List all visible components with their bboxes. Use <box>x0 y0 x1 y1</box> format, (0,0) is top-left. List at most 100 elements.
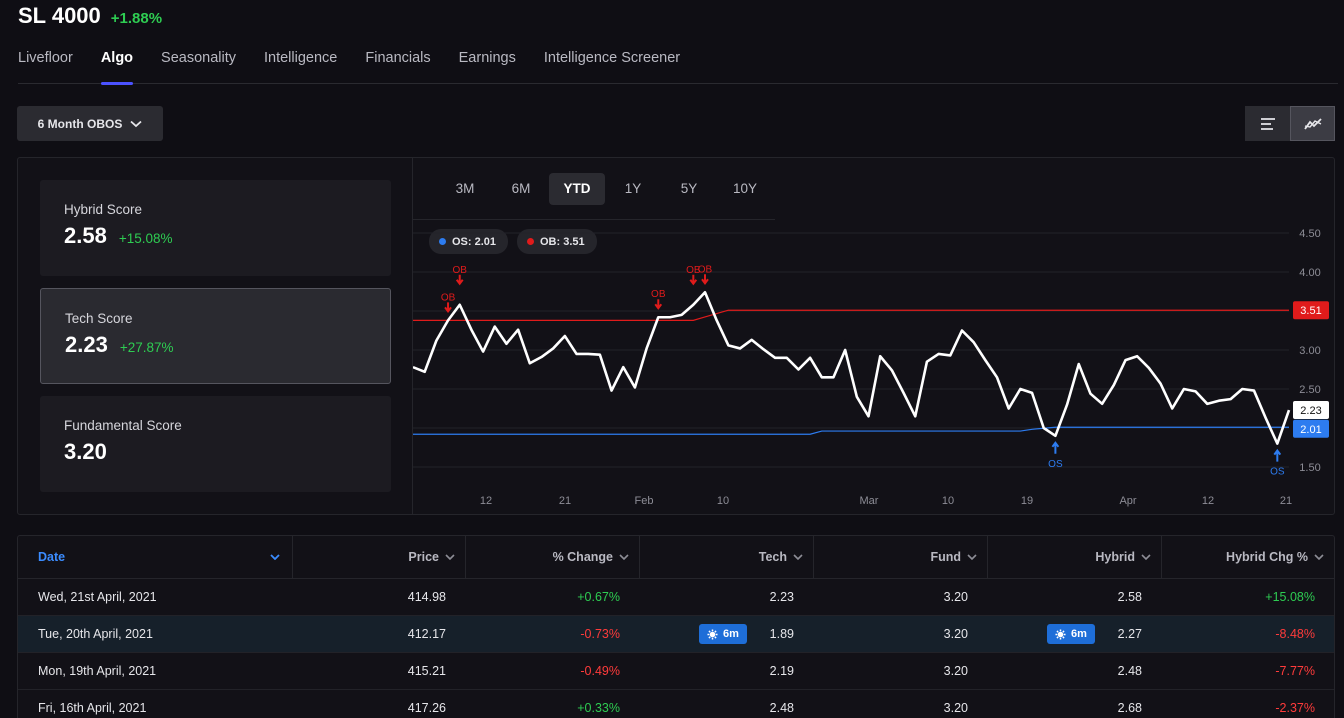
score-change: +27.87% <box>119 340 174 355</box>
chart-view-button[interactable] <box>1290 106 1335 141</box>
range-3m[interactable]: 3M <box>455 180 475 196</box>
col-hybrid-chg[interactable]: Hybrid Chg % <box>1161 536 1334 579</box>
score-value: 2.23 <box>65 332 108 357</box>
obos-period-dropdown[interactable]: 6 Month OBOS <box>17 106 163 141</box>
y-tick-label: 4.50 <box>1299 228 1320 240</box>
ob-threshold-line <box>413 309 1289 321</box>
scores-table: Date Price % Change Tech Fund Hybrid Hyb… <box>17 535 1335 718</box>
tab-intelligence-screener[interactable]: Intelligence Screener <box>543 50 681 66</box>
list-view-button[interactable] <box>1245 106 1290 141</box>
x-tick-label: Feb <box>635 495 654 507</box>
cell-fund: 3.20 <box>943 701 968 715</box>
cell-date: Mon, 19th April, 2021 <box>38 664 157 678</box>
ob-signal-label: OB <box>452 265 467 276</box>
x-tick-label: Apr <box>1119 495 1136 507</box>
cell-fund: 3.20 <box>943 590 968 604</box>
os-signal-badge[interactable]: 6m <box>1047 624 1095 644</box>
x-tick-label: 21 <box>559 495 571 507</box>
view-toggle <box>1245 106 1335 141</box>
tab-algo[interactable]: Algo <box>100 40 134 85</box>
score-value: 3.20 <box>64 439 107 464</box>
x-tick-label: 10 <box>717 495 729 507</box>
down-arrow-icon <box>654 299 663 310</box>
tab-earnings[interactable]: Earnings <box>458 50 516 66</box>
tab-seasonality[interactable]: Seasonality <box>161 50 236 66</box>
header: SL 4000 +1.88% <box>18 3 162 29</box>
ob-value-tag: 3.51 <box>1300 305 1321 317</box>
cell-hybrid-chg: -8.48% <box>1275 627 1315 641</box>
col-date[interactable]: Date <box>18 536 292 579</box>
os-dot-icon <box>439 238 446 245</box>
cell-price: 414.98 <box>407 590 446 604</box>
range-1y[interactable]: 1Y <box>624 180 642 196</box>
main-tabs: Livefloor Algo Seasonality Intelligence … <box>18 40 1338 85</box>
cell-hybrid-chg: +15.08% <box>1265 590 1315 604</box>
tab-financials[interactable]: Financials <box>365 50 431 66</box>
y-tick-label: 4.00 <box>1299 267 1320 279</box>
y-tick-label: 1.50 <box>1299 462 1320 474</box>
range-selector: 3M 6M YTD 1Y 5Y 10Y <box>413 158 775 220</box>
list-icon <box>1260 117 1275 130</box>
chart-area: 3M 6M YTD 1Y 5Y 10Y OS: 2.01 OB: 3.51 4.… <box>413 158 1334 514</box>
x-tick-label: 10 <box>942 495 954 507</box>
cell-tech: 2.23 <box>769 590 794 604</box>
cell-tech-value: 1.89 <box>769 627 794 641</box>
price-change: +1.88% <box>110 10 163 27</box>
ob-value-tag-bg <box>1293 301 1329 320</box>
table-row[interactable]: Fri, 16th April, 2021 417.26 +0.33% 2.48… <box>18 690 1334 718</box>
line-chart-icon <box>1303 117 1322 130</box>
cell-hybrid: 6m 2.27 <box>987 624 1161 644</box>
range-10y[interactable]: 10Y <box>732 180 758 196</box>
cell-date: Tue, 20th April, 2021 <box>38 627 153 641</box>
score-label: Tech Score <box>65 311 133 326</box>
cell-date: Fri, 16th April, 2021 <box>38 701 147 715</box>
cell-hybrid-value: 2.27 <box>1117 627 1142 641</box>
range-5y[interactable]: 5Y <box>680 180 698 196</box>
col-tech[interactable]: Tech <box>639 536 813 579</box>
col-label: Tech <box>758 550 787 564</box>
score-label: Fundamental Score <box>64 418 182 433</box>
cell-price: 415.21 <box>407 664 446 678</box>
gear-icon <box>1055 628 1066 640</box>
cell-tech: 2.48 <box>769 701 794 715</box>
score-cards: Hybrid Score 2.58 +15.08% Tech Score 2.2… <box>18 158 413 514</box>
score-value: 2.58 <box>64 223 107 248</box>
col-fund[interactable]: Fund <box>813 536 987 579</box>
cell-pct-change: -0.49% <box>580 664 620 678</box>
cell-hybrid: 2.58 <box>1117 590 1142 604</box>
hybrid-score-card[interactable]: Hybrid Score 2.58 +15.08% <box>40 180 391 276</box>
gear-icon <box>707 628 718 640</box>
col-pct-change[interactable]: % Change <box>465 536 639 579</box>
y-tick-label: 2.50 <box>1299 384 1320 396</box>
col-label: Hybrid Chg % <box>1226 550 1308 564</box>
col-hybrid[interactable]: Hybrid <box>987 536 1161 579</box>
table-row[interactable]: Tue, 20th April, 2021 412.17 -0.73% 6m 1… <box>18 616 1334 653</box>
ob-signal-label: OB <box>441 292 456 303</box>
x-tick-label: 12 <box>1202 495 1214 507</box>
os-threshold-line <box>413 426 1289 435</box>
col-price[interactable]: Price <box>292 536 465 579</box>
os-signal-badge[interactable]: 6m <box>699 624 747 644</box>
down-arrow-icon <box>455 274 464 286</box>
table-row[interactable]: Mon, 19th April, 2021 415.21 -0.49% 2.19… <box>18 653 1334 690</box>
score-chart: 4.504.003.503.002.502.001.501221Feb10Mar… <box>413 228 1329 507</box>
os-value-tag-bg <box>1293 419 1329 438</box>
fundamental-score-card[interactable]: Fundamental Score 3.20 <box>40 396 391 492</box>
tab-intelligence[interactable]: Intelligence <box>264 50 338 66</box>
badge-label: 6m <box>723 628 739 640</box>
tech-score-card[interactable]: Tech Score 2.23 +27.87% <box>40 288 391 384</box>
col-label: Price <box>408 550 439 564</box>
down-arrow-icon <box>701 274 709 285</box>
cell-hybrid: 2.48 <box>1117 664 1142 678</box>
tech-score-line <box>413 290 1291 445</box>
chevron-down-icon <box>130 120 142 127</box>
score-change: +15.08% <box>118 231 173 246</box>
tab-livefloor[interactable]: Livefloor <box>18 50 73 66</box>
range-6m[interactable]: 6M <box>511 180 531 196</box>
range-ytd[interactable]: YTD <box>549 172 605 205</box>
legend-os-label: OS: 2.01 <box>452 235 497 248</box>
ob-dot-icon <box>527 238 534 245</box>
table-row[interactable]: Wed, 21st April, 2021 414.98 +0.67% 2.23… <box>18 579 1334 616</box>
y-tick-label: 3.00 <box>1299 345 1320 357</box>
x-tick-label: 21 <box>1280 495 1292 507</box>
